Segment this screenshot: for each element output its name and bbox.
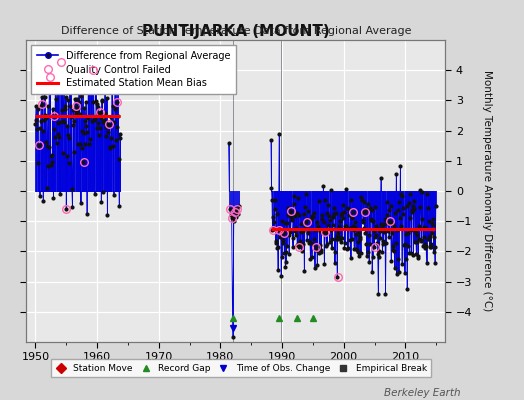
Legend: Difference from Regional Average, Quality Control Failed, Estimated Station Mean: Difference from Regional Average, Qualit… (31, 45, 236, 94)
Text: Difference of Station Temperature Data from Regional Average: Difference of Station Temperature Data f… (61, 26, 411, 36)
Y-axis label: Monthly Temperature Anomaly Difference (°C): Monthly Temperature Anomaly Difference (… (482, 70, 492, 312)
Title: PUNTIJARKA (MOUNT): PUNTIJARKA (MOUNT) (142, 24, 330, 39)
Legend: Station Move, Record Gap, Time of Obs. Change, Empirical Break: Station Move, Record Gap, Time of Obs. C… (51, 360, 431, 378)
Text: Berkeley Earth: Berkeley Earth (385, 388, 461, 398)
